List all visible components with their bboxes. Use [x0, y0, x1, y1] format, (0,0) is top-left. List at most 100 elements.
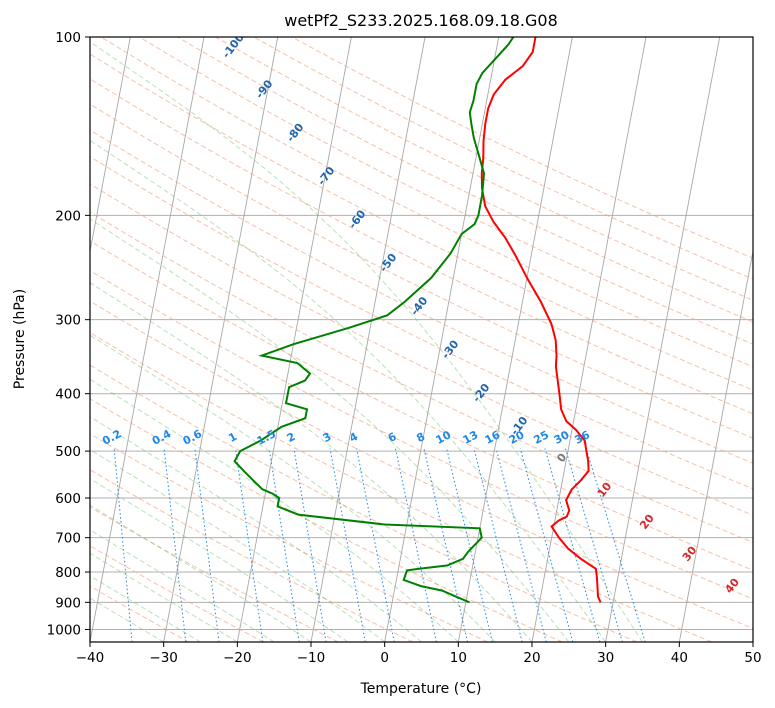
- mixing-ratio-line: [293, 448, 327, 642]
- mixing-ratio-label: 0.2: [100, 427, 123, 448]
- x-tick-label: −20: [223, 650, 252, 666]
- mixing-ratio-label: 25: [531, 428, 551, 447]
- y-tick-label: 500: [55, 444, 81, 460]
- dry-adiabat: [90, 156, 753, 490]
- mixing-ratio-label: 4: [347, 430, 360, 445]
- dry-adiabat-label: -80: [284, 121, 307, 145]
- mixing-ratio-line: [194, 448, 220, 642]
- mixing-ratio-label: 1: [226, 430, 239, 445]
- y-tick-label: 200: [55, 208, 81, 224]
- mixing-ratio-line: [268, 448, 300, 642]
- dry-adiabat-label: -100: [220, 31, 247, 61]
- dry-adiabat-label: 10: [595, 480, 615, 500]
- mixing-ratio-label: 30: [552, 428, 572, 447]
- dry-adiabat: [139, 37, 753, 345]
- dry-adiabat: [90, 103, 753, 439]
- moist-adiabat: [90, 448, 386, 642]
- dry-adiabat: [90, 53, 753, 391]
- y-tick-label: 800: [55, 565, 81, 581]
- mixing-ratio-line: [446, 448, 493, 642]
- isotherm: [90, 37, 131, 254]
- dry-adiabat: [90, 240, 753, 571]
- moist-adiabat: [90, 41, 643, 642]
- x-tick-label: −10: [297, 650, 326, 666]
- y-tick-label: 100: [55, 30, 81, 46]
- moist-adiabat: [90, 378, 459, 642]
- isotherm: [90, 37, 205, 642]
- y-tick-label: 900: [55, 595, 81, 611]
- dry-adiabat: [90, 433, 488, 642]
- isotherm: [384, 37, 500, 642]
- x-tick-label: −30: [149, 650, 178, 666]
- mixing-ratio-line: [423, 448, 468, 642]
- dry-adiabat: [90, 300, 753, 629]
- dry-adiabat-label: -70: [315, 164, 338, 188]
- isotherm: [531, 37, 647, 642]
- x-tick-label: 20: [523, 650, 540, 666]
- y-tick-label: 400: [55, 387, 81, 403]
- isotherm: [163, 37, 279, 642]
- temperature-line: [480, 37, 602, 603]
- mixing-ratio-line: [585, 448, 646, 642]
- dry-adiabat: [90, 211, 753, 543]
- dry-adiabat: [90, 585, 190, 642]
- y-tick-label: 600: [55, 491, 81, 507]
- mixing-ratio-label: 36: [572, 428, 592, 447]
- dry-adiabat-label: -20: [470, 381, 493, 405]
- y-axis-label: Pressure (hPa): [12, 289, 28, 389]
- isotherm: [678, 248, 753, 642]
- chart-title: wetPf2_S233.2025.168.09.18.G08: [284, 11, 558, 31]
- mixing-ratio-label: 2: [285, 430, 298, 445]
- dry-adiabat: [90, 269, 753, 600]
- mixing-ratio-line: [113, 448, 133, 642]
- mixing-ratio-line: [394, 448, 437, 642]
- isotherm: [0, 37, 57, 642]
- moist-adiabat: [90, 597, 164, 642]
- y-tick-label: 700: [55, 531, 81, 547]
- dry-adiabat: [90, 506, 339, 642]
- mixing-ratio-line: [564, 448, 623, 642]
- mixing-ratio-line: [356, 448, 395, 642]
- dry-adiabat: [90, 78, 753, 415]
- mixing-ratio-label: 16: [483, 428, 503, 447]
- mixing-ratio-line: [163, 448, 187, 642]
- moist-adiabat: [90, 478, 349, 642]
- moist-adiabat: [90, 282, 533, 642]
- x-tick-label: −40: [76, 650, 105, 666]
- x-tick-label: 0: [380, 650, 389, 666]
- mixing-ratio-label: 3: [321, 430, 334, 445]
- mixing-ratio-line: [473, 448, 523, 642]
- dry-adiabat-label: 20: [637, 512, 657, 532]
- mixing-ratio-label: 0.4: [150, 427, 174, 448]
- dewpoint-line: [233, 37, 515, 604]
- x-tick-label: 40: [671, 650, 688, 666]
- dry-adiabat: [90, 129, 753, 464]
- x-axis-label: Temperature (°C): [360, 681, 482, 697]
- dry-adiabat-label: -90: [253, 77, 276, 101]
- dry-adiabat: [90, 545, 264, 642]
- mixing-ratio-line: [495, 448, 547, 642]
- dry-adiabat: [90, 364, 638, 642]
- y-tick-label: 1000: [47, 622, 81, 638]
- mixing-ratio-label: 20: [507, 428, 527, 447]
- moist-adiabat: [90, 218, 570, 642]
- mixing-ratio-label: 13: [461, 428, 481, 447]
- moist-adiabat: [90, 416, 422, 642]
- dry-adiabat-label: -50: [377, 251, 400, 275]
- dry-adiabat: [90, 469, 414, 642]
- mixing-ratio-label: 10: [434, 428, 454, 447]
- dry-adiabat: [90, 332, 712, 642]
- dry-adiabat: [90, 398, 563, 642]
- dry-adiabat-label: -30: [439, 337, 462, 361]
- plot-frame: [89, 36, 754, 643]
- mixing-ratio-line: [234, 448, 264, 642]
- y-tick-label: 300: [55, 313, 81, 329]
- isotherm: [605, 37, 721, 642]
- mixing-ratio-label: 8: [414, 430, 427, 445]
- dry-adiabat: [90, 183, 753, 516]
- x-tick-label: 30: [597, 650, 614, 666]
- x-tick-label: 10: [450, 650, 467, 666]
- moist-adiabat: [90, 334, 496, 642]
- mixing-ratio-label: 6: [386, 430, 399, 445]
